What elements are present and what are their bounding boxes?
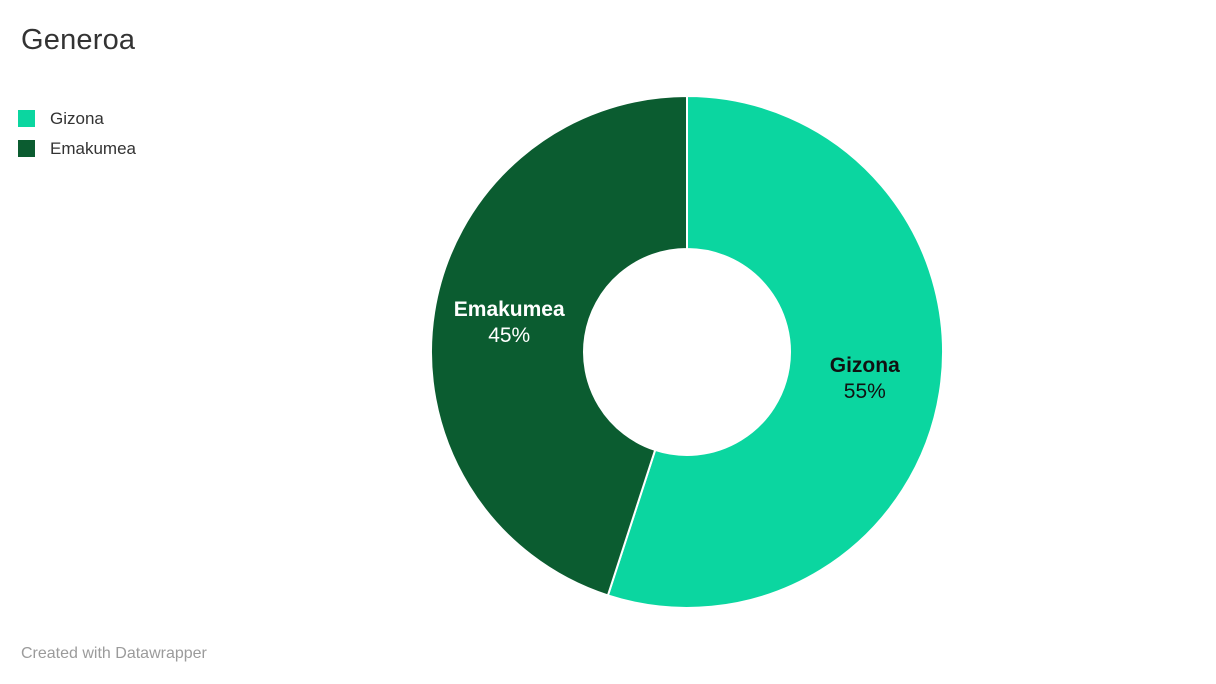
legend-swatch-gizona [18, 110, 35, 127]
slice-label-gizona: Gizona [830, 354, 900, 377]
slice-value-emakumea: 45% [488, 324, 530, 347]
legend-item-gizona: Gizona [18, 110, 136, 127]
legend-label-gizona: Gizona [50, 109, 104, 128]
pie-slice-gizona[interactable] [606, 94, 944, 609]
donut-chart: Gizona 55% Emakumea 45% [430, 94, 944, 609]
slice-value-gizona: 55% [844, 380, 886, 403]
legend-swatch-emakumea [18, 140, 35, 157]
slice-label-emakumea: Emakumea [454, 298, 565, 321]
credit-line: Created with Datawrapper [21, 645, 207, 662]
legend-item-emakumea: Emakumea [18, 140, 136, 157]
chart-title: Generoa [21, 24, 136, 56]
pie-slice-emakumea[interactable] [430, 94, 688, 597]
legend-label-emakumea: Emakumea [50, 139, 136, 158]
legend: Gizona Emakumea [18, 110, 136, 157]
